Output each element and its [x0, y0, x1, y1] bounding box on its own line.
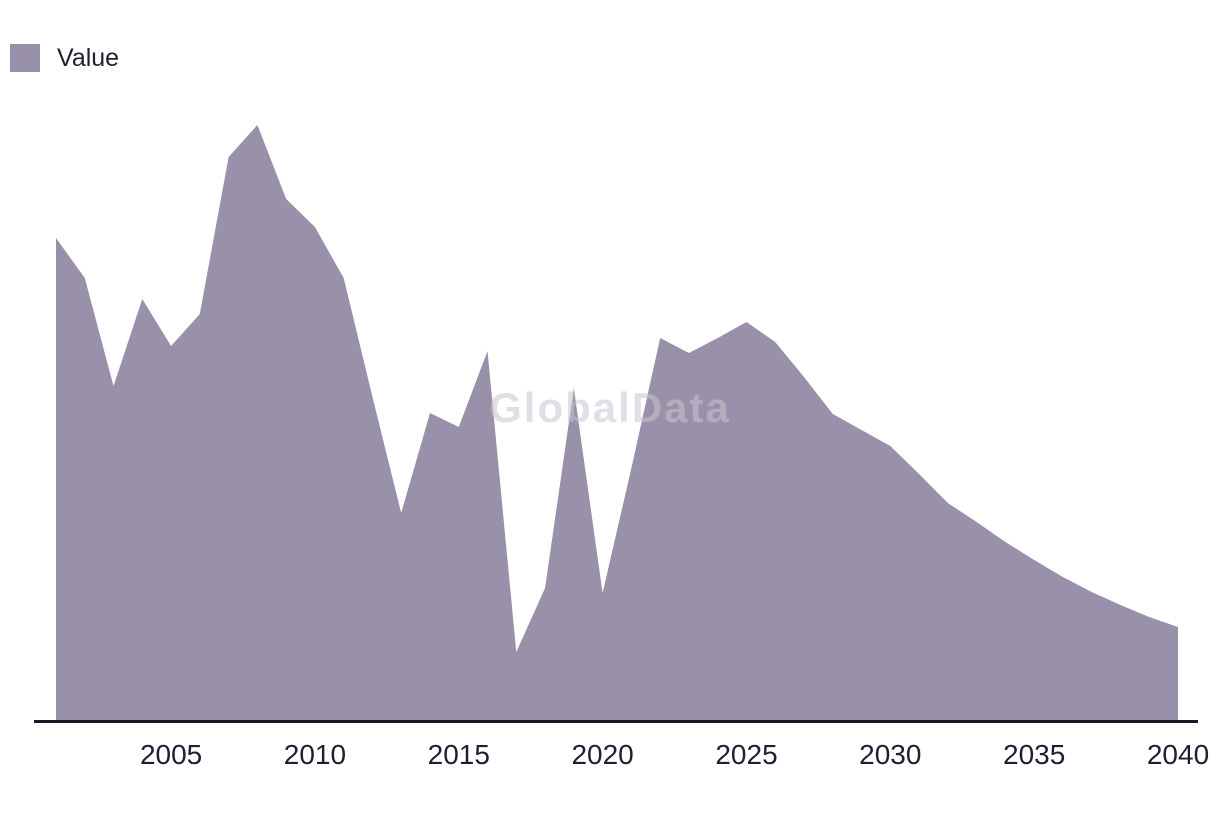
legend-label: Value	[57, 44, 120, 72]
x-axis-tick-label: 2005	[139, 739, 203, 770]
x-axis-tick-label: 2010	[283, 739, 347, 770]
value-area-series[interactable]	[56, 125, 1178, 721]
x-axis-line	[34, 720, 1198, 723]
x-axis-tick-label: 2030	[859, 739, 922, 770]
x-axis-tick-label: 2015	[427, 739, 490, 770]
x-axis-tick-label: 2035	[1003, 739, 1066, 770]
x-axis-tick-label: 2025	[715, 739, 778, 770]
legend-item-value[interactable]: Value	[10, 44, 119, 72]
legend-swatch-icon	[10, 44, 40, 72]
x-axis-tick-label: 2040	[1146, 739, 1210, 770]
x-axis-tick-label: 2020	[571, 739, 634, 770]
